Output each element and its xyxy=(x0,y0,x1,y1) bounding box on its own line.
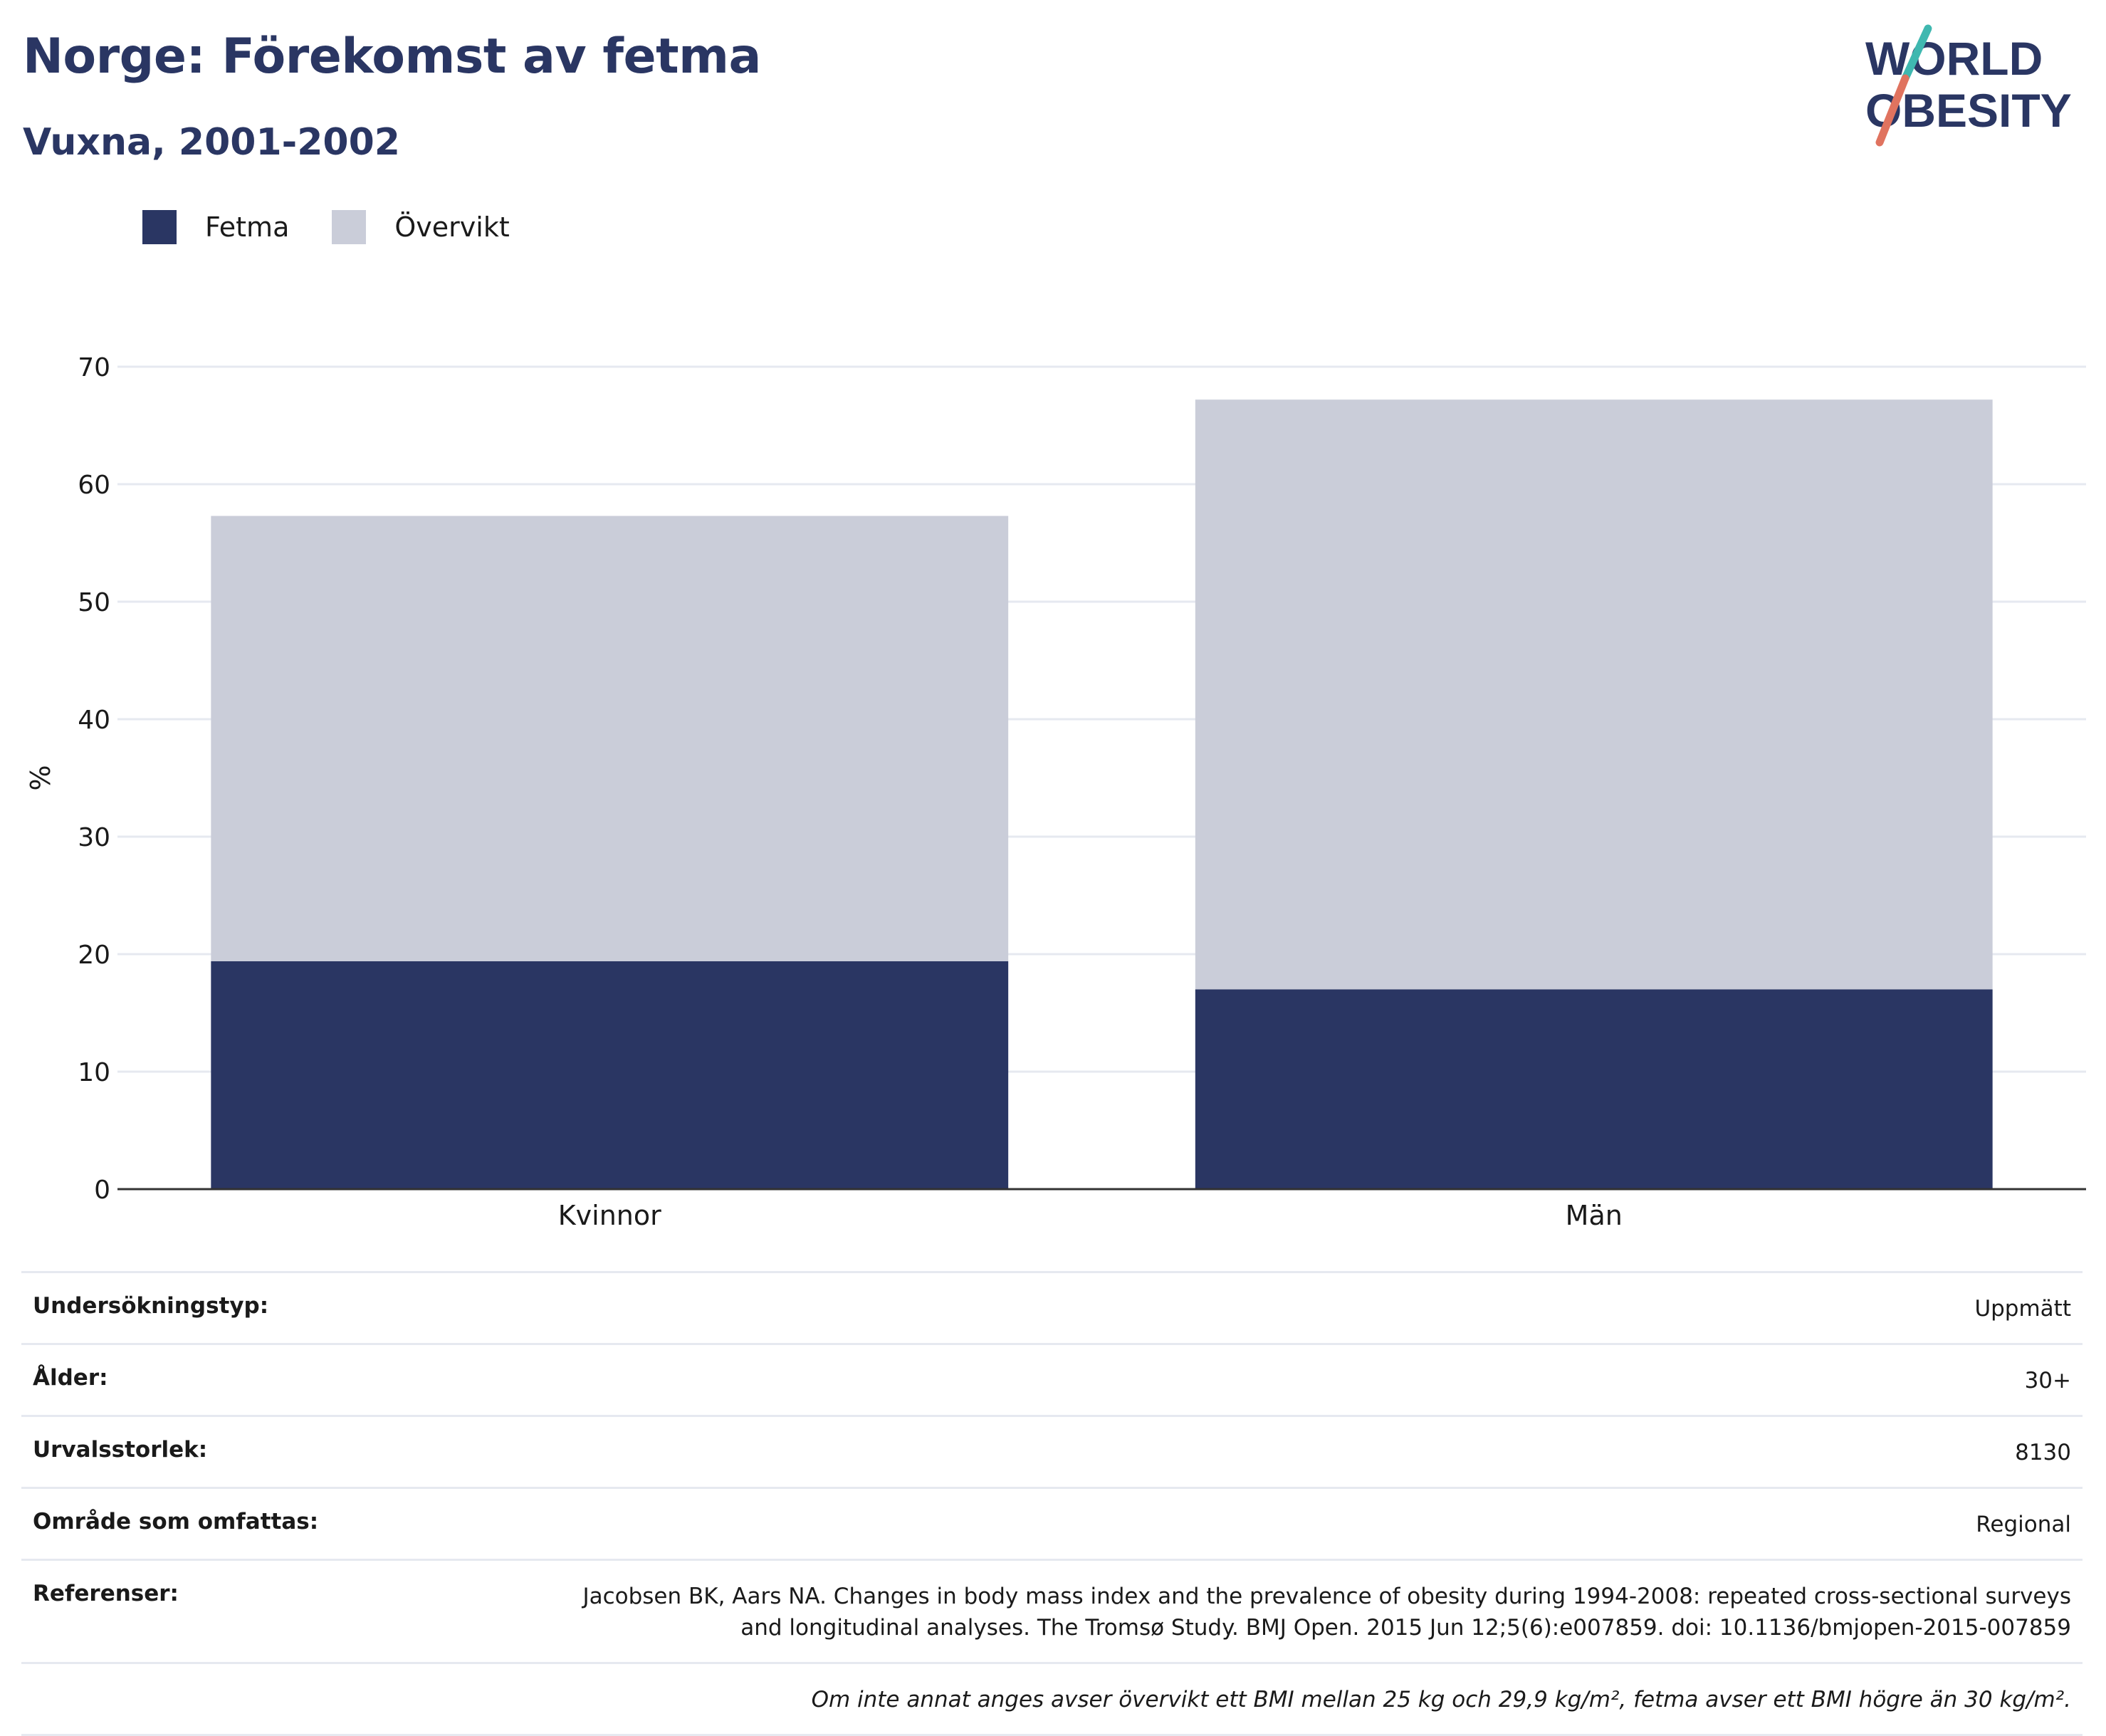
definition-note: Om inte annat anges avser övervikt ett B… xyxy=(811,1687,2071,1713)
reference-line: Jacobsen BK, Aars NA. Changes in body ma… xyxy=(582,1584,2071,1609)
y-tick-label: 40 xyxy=(78,706,110,735)
y-tick-label: 10 xyxy=(78,1058,110,1087)
y-tick-label: 20 xyxy=(78,941,110,970)
bar-overvikt xyxy=(211,516,1009,961)
logo-slash-coral xyxy=(1875,74,1909,147)
chart-legend: Fetma Övervikt xyxy=(142,210,552,244)
meta-row-survey-type: Undersökningstyp: Uppmätt xyxy=(21,1271,2083,1343)
legend-item-fetma: Fetma xyxy=(142,210,289,244)
meta-key: Område som omfattas: xyxy=(33,1509,319,1534)
stacked-bar-chart: 0 10 20 30 40 50 60 70% Kvinnor Män xyxy=(25,353,2086,1231)
meta-key: Ålder: xyxy=(33,1365,108,1391)
y-tick-label: 50 xyxy=(78,588,110,617)
logo-slash-teal xyxy=(1901,24,1932,83)
meta-value: Regional xyxy=(1976,1512,2071,1537)
legend-swatch-fetma xyxy=(142,210,177,244)
meta-key: Urvalsstorlek: xyxy=(33,1437,208,1463)
metadata-table: Undersökningstyp: Uppmätt Ålder: 30+ Urv… xyxy=(21,1271,2083,1736)
y-tick-label: 70 xyxy=(78,353,110,382)
y-tick-label: 30 xyxy=(78,823,110,852)
meta-value: Uppmätt xyxy=(1974,1296,2071,1322)
chart-subtitle: Vuxna, 2001-2002 xyxy=(23,121,400,164)
y-tick-label: 60 xyxy=(78,471,110,500)
meta-row-references: Referenser: Jacobsen BK, Aars NA. Change… xyxy=(21,1559,2083,1662)
legend-item-overvikt: Övervikt xyxy=(332,210,510,244)
meta-value: 8130 xyxy=(2015,1440,2071,1465)
legend-label-fetma: Fetma xyxy=(205,211,290,243)
legend-label-overvikt: Övervikt xyxy=(394,211,510,243)
legend-swatch-overvikt xyxy=(332,210,367,244)
bar-fetma xyxy=(211,961,1009,1189)
bar-fetma xyxy=(1195,989,1993,1189)
x-tick-label: Män xyxy=(1566,1200,1623,1231)
y-tick-label: 0 xyxy=(94,1176,110,1205)
meta-key: Referenser: xyxy=(33,1581,179,1606)
world-obesity-logo: WORLD OBESITY xyxy=(1865,24,2072,147)
y-axis-label: % xyxy=(25,765,56,790)
x-tick-label: Kvinnor xyxy=(558,1200,661,1231)
meta-value-references: Jacobsen BK, Aars NA. Changes in body ma… xyxy=(582,1581,2071,1643)
bar-overvikt xyxy=(1195,399,1993,990)
meta-row-age: Ålder: 30+ xyxy=(21,1343,2083,1415)
logo-line1: WORLD xyxy=(1865,32,2043,85)
meta-row-area: Område som omfattas: Regional xyxy=(21,1487,2083,1559)
meta-key: Undersökningstyp: xyxy=(33,1293,269,1319)
chart-title: Norge: Förekomst av fetma xyxy=(23,28,761,85)
meta-row-note: Om inte annat anges avser övervikt ett B… xyxy=(21,1662,2083,1736)
reference-line: and longitudinal analyses. The Tromsø St… xyxy=(740,1615,2071,1641)
meta-value: 30+ xyxy=(2024,1368,2071,1393)
meta-row-sample-size: Urvalsstorlek: 8130 xyxy=(21,1415,2083,1487)
